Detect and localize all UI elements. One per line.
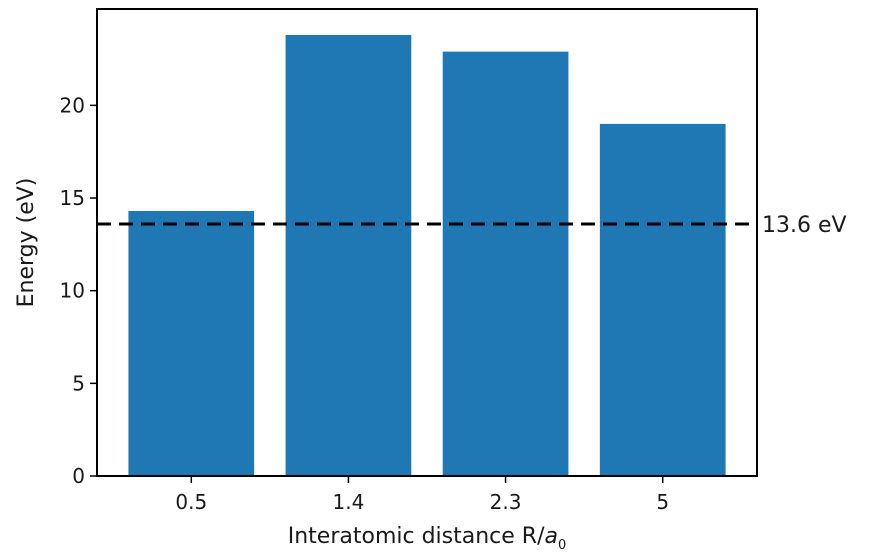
x-axis-label: Interatomic distance R/a0	[288, 524, 567, 553]
y-axis-label: Energy (eV)	[14, 178, 39, 308]
bar-2.3	[442, 51, 569, 476]
y-tick-label: 20	[60, 93, 85, 117]
x-axis-ticks: 0.5 1.4 2.3 5	[175, 476, 669, 514]
reference-line-label: 13.6 eV	[762, 213, 847, 238]
x-tick-label: 5	[656, 490, 669, 514]
y-tick-label: 10	[60, 279, 85, 303]
x-axis-label-main: Interatomic distance R/	[288, 524, 545, 549]
plot-frame	[96, 8, 758, 477]
y-axis-ticks: 0 5 10 15 20	[60, 93, 97, 488]
x-tick-label: 1.4	[333, 490, 365, 514]
y-tick-label: 5	[72, 371, 85, 395]
x-axis-label-subscript: 0	[558, 538, 566, 553]
x-tick-label: 0.5	[175, 490, 207, 514]
bars-group	[128, 34, 726, 477]
x-axis-label-variable: a	[544, 524, 557, 549]
bar-5	[599, 123, 726, 477]
bar-1.4	[285, 34, 412, 476]
y-tick-label: 0	[72, 464, 85, 488]
x-tick-label: 2.3	[490, 490, 522, 514]
y-tick-label: 15	[60, 186, 85, 210]
bar-0.5	[128, 210, 255, 476]
